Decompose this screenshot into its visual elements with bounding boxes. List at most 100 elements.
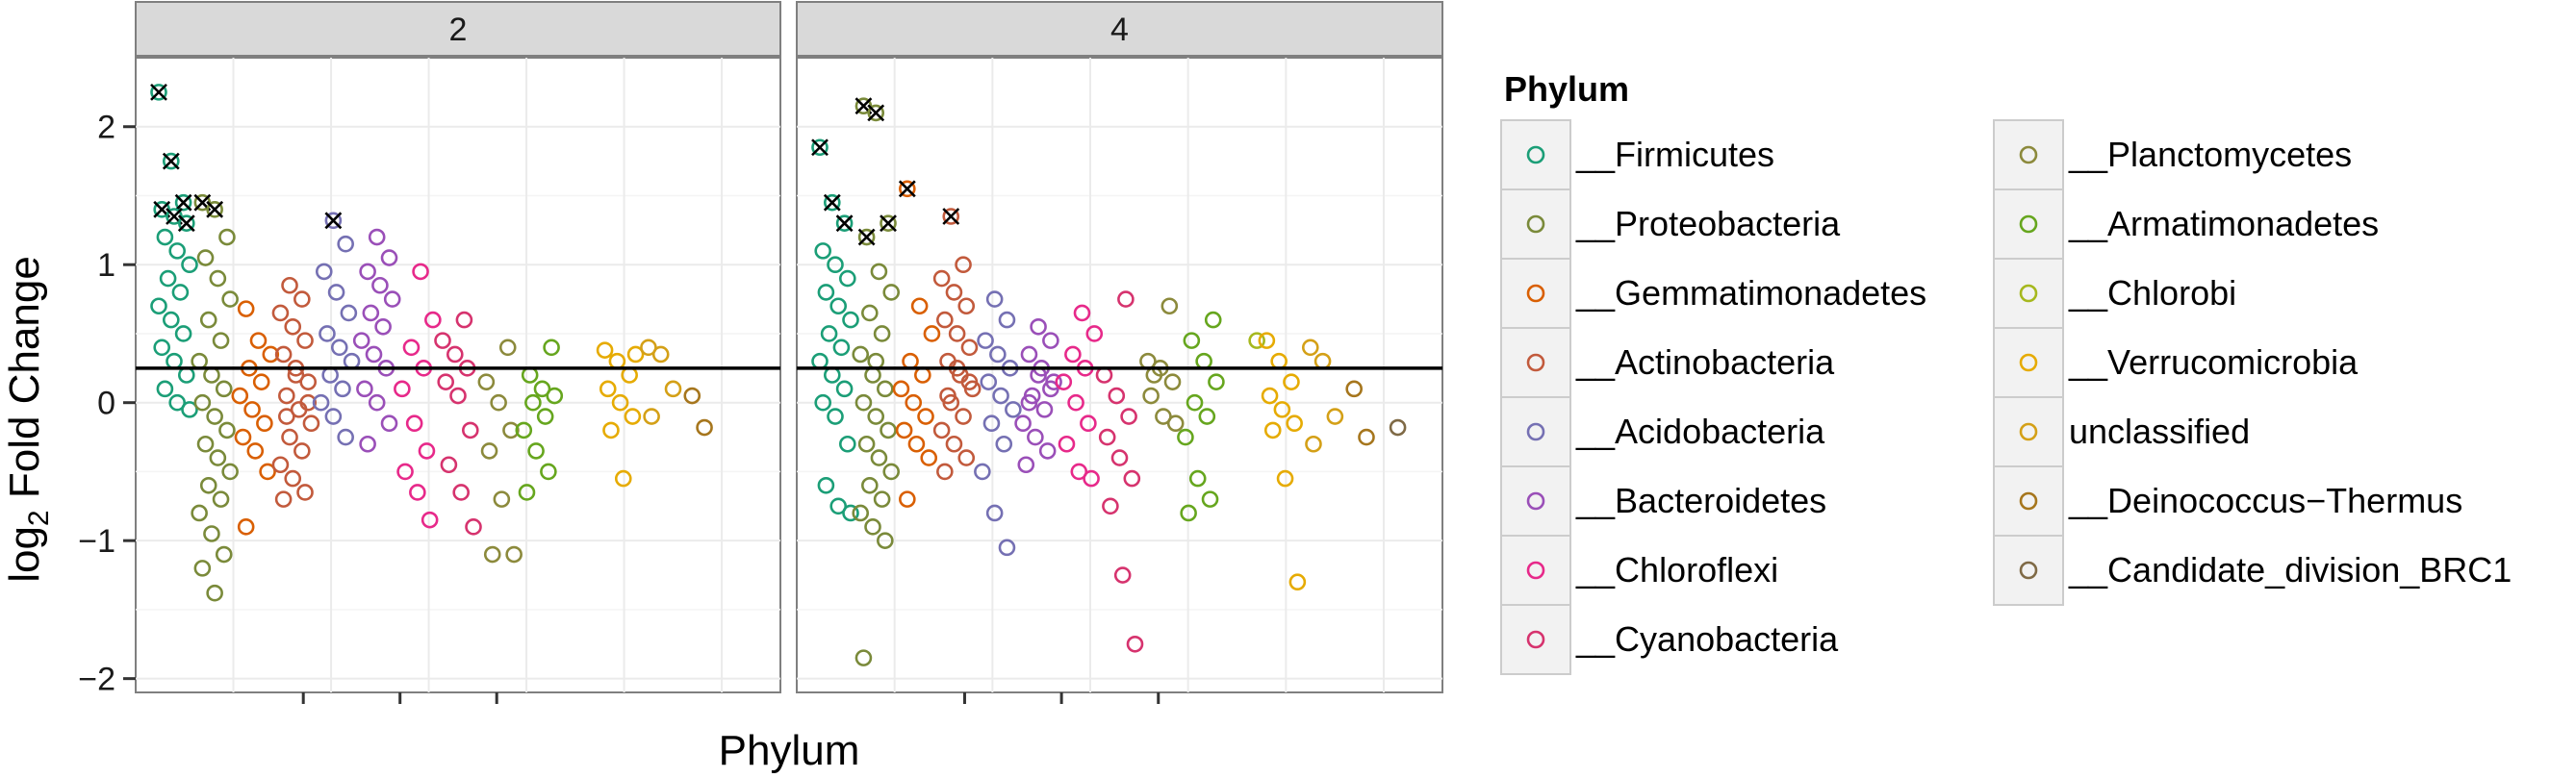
data-point [1186,393,1204,412]
data-point [437,373,455,390]
data-point [945,284,963,301]
data-point [234,428,252,446]
data-point [614,469,632,488]
data-point [212,490,230,508]
data-point [870,263,888,281]
data-point [1085,325,1104,342]
legend-key-symbol [1526,145,1545,164]
data-point [380,414,398,433]
data-point [1204,311,1222,329]
data-point [1286,414,1303,433]
data-point [181,256,198,274]
legend-label: __Deinococcus−Thermus [2068,481,2462,520]
data-point [820,325,838,342]
facet-strip [796,1,1443,57]
data-point [191,504,208,522]
data-point [178,214,195,232]
legend-key-symbol [2019,491,2038,511]
data-point [380,249,398,266]
data-point [1120,408,1137,425]
data-point [368,228,386,246]
data-point [1248,332,1265,349]
data-point [465,518,482,536]
data-point [1201,490,1219,508]
legend-item: __Cyanobacteria [1500,604,1839,675]
data-point [832,339,851,357]
data-point [957,297,976,315]
data-point [1258,332,1276,349]
data-point [337,235,354,253]
data-point [936,311,954,329]
legend-item: __Gemmatimonadetes [1500,258,1926,329]
data-point [209,449,227,466]
data-point [1283,373,1300,390]
legend-key [1500,396,1571,467]
data-point [168,393,186,412]
data-point [842,504,859,522]
legend-key [1500,258,1571,329]
data-point [199,311,217,329]
legend-label: __Firmicutes [1575,135,1774,174]
data-point [1038,442,1057,460]
data-point [895,421,913,439]
data-point [368,393,386,412]
data-point [293,290,311,308]
data-point [867,104,885,122]
legend-label: __Candidate_division_BRC1 [2068,550,2512,590]
data-point [243,401,261,418]
y-axis-label-subscript: 2 [23,510,55,526]
legend-label: __Armatimonadetes [2068,204,2379,243]
data-point [546,387,564,405]
legend-item: __Verrucomicrobia [1993,327,2359,398]
data-point [936,463,954,481]
legend-item: __Armatimonadetes [1993,188,2379,260]
data-point [171,284,190,301]
data-point [977,332,994,349]
data-point [299,373,318,390]
data-point [271,304,290,322]
data-point [209,269,227,288]
legend-title: Phylum [1504,69,1629,109]
data-point [1188,469,1207,488]
data-point [483,545,501,564]
data-point [827,408,844,425]
data-point [942,208,960,225]
data-point [396,463,414,481]
data-point [259,463,276,481]
data-point [867,408,885,425]
legend-key [1993,465,2064,537]
data-point [917,408,934,425]
data-point [159,269,177,288]
legend-key-symbol [1526,561,1545,580]
data-point [857,435,876,453]
data-point [596,341,614,359]
data-point [1055,373,1073,390]
significance-marker [857,228,876,246]
data-point [1017,456,1035,474]
data-point [1166,414,1185,433]
data-point [1005,401,1022,418]
data-point [945,435,963,453]
data-point [957,449,976,466]
points [811,97,1407,666]
data-point [218,421,236,439]
data-point [1358,428,1375,446]
data-point [218,228,236,246]
data-point [527,442,545,460]
data-point [980,373,998,390]
data-point [543,339,560,357]
data-point [402,339,421,357]
data-point [274,345,293,364]
data-point [296,484,314,501]
data-point [877,380,894,398]
data-point [1064,345,1082,364]
data-point [249,332,268,349]
data-point [193,193,212,212]
data-point [1058,435,1076,453]
y-axis: −2 −1 0 1 2 [78,110,136,698]
data-point [1042,380,1059,398]
significance-marker [835,214,854,233]
data-point [982,414,1001,433]
data-point [461,421,479,439]
